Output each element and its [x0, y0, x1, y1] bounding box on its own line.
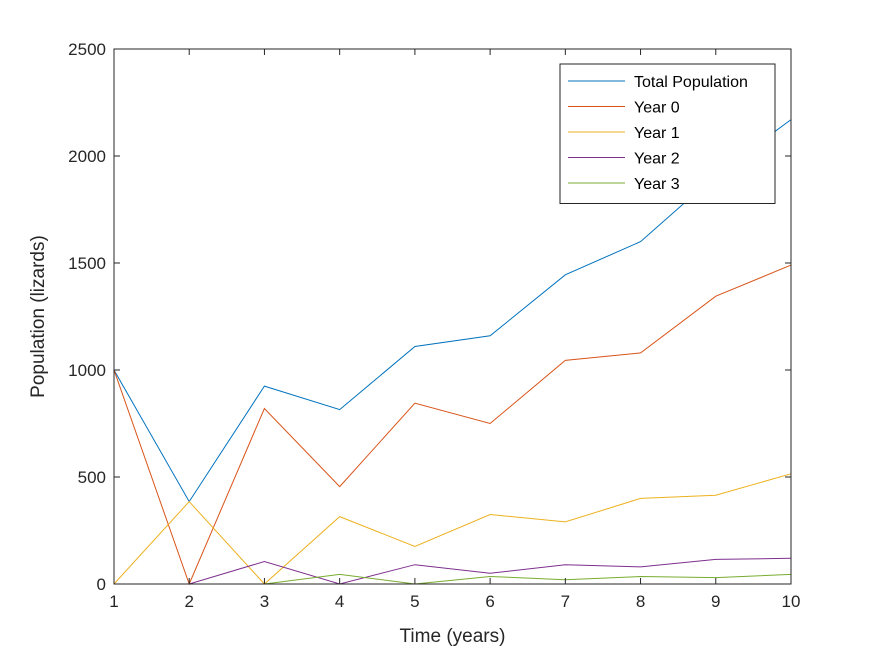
x-tick-label: 9 [711, 592, 720, 611]
x-tick-label: 2 [184, 592, 193, 611]
y-tick-label: 1000 [68, 361, 106, 380]
series-line-0 [113, 119, 792, 503]
y-tick-label: 2000 [68, 147, 106, 166]
legend-label-2: Year 1 [634, 125, 680, 142]
series-line-1 [113, 264, 792, 586]
x-axis-label: Time (years) [400, 626, 506, 647]
legend-label-0: Total Population [634, 74, 748, 91]
legend-label-3: Year 2 [634, 151, 680, 168]
x-tick-label: 4 [335, 592, 344, 611]
axes-frame [113, 48, 792, 585]
x-tick-label: 8 [636, 592, 645, 611]
legend-label-1: Year 0 [634, 100, 680, 117]
x-tick-label: 3 [260, 592, 269, 611]
y-tick-label: 2500 [68, 40, 106, 59]
legend-box [559, 63, 776, 204]
x-tick-label: 10 [782, 592, 801, 611]
x-axis-ticks: 1 2 3 4 5 6 7 8 9 10 [109, 49, 800, 611]
x-tick-label: 5 [410, 592, 419, 611]
x-tick-label: 1 [109, 592, 118, 611]
legend: Total Population Year 0 Year 1 Year 2 Year 3 [559, 63, 776, 204]
axes-box [113, 48, 792, 585]
series-line-2 [113, 473, 792, 585]
legend-label-4: Year 3 [634, 176, 680, 193]
x-tick-label: 6 [485, 592, 494, 611]
y-axis-label: Population (lizards) [28, 235, 49, 398]
series-layer [113, 119, 792, 586]
series-line-3 [114, 557, 792, 585]
y-tick-label: 500 [78, 468, 106, 487]
y-tick-label: 1500 [68, 254, 106, 273]
y-tick-label: 0 [97, 575, 106, 594]
x-tick-label: 7 [561, 592, 570, 611]
y-axis-ticks: 0 500 1000 1500 2000 2500 [68, 40, 791, 594]
